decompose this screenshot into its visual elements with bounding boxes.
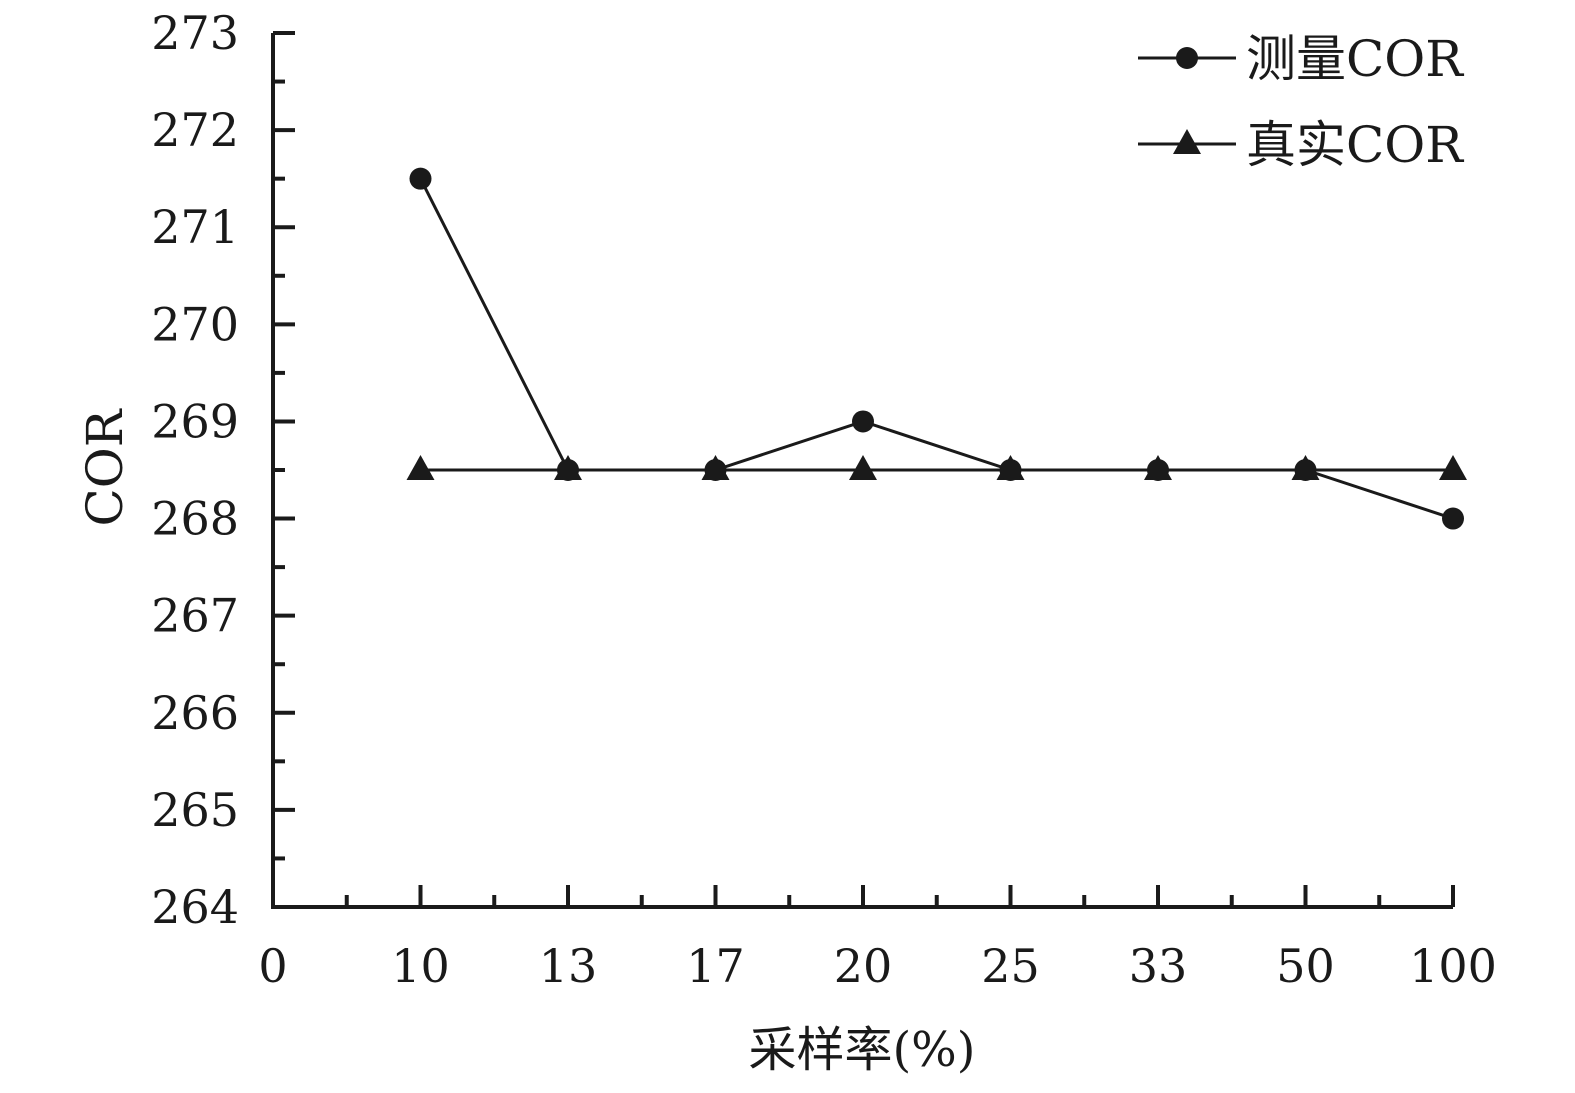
- x-tick-label: 0: [258, 939, 287, 993]
- legend-label: 真实COR: [1246, 116, 1464, 174]
- x-tick-label: 20: [834, 939, 893, 993]
- y-tick-label: 273: [151, 6, 239, 60]
- y-tick-label: 264: [151, 880, 239, 934]
- legend-entry: 测量COR: [1138, 30, 1464, 88]
- legend-circle-marker: [1176, 47, 1198, 69]
- x-tick-label: 25: [981, 939, 1040, 993]
- data-point-triangle: [849, 455, 877, 480]
- data-point-circle: [852, 410, 874, 433]
- data-point-circle: [999, 459, 1022, 481]
- y-tick-label: 266: [151, 686, 239, 740]
- x-tick-label: 13: [539, 939, 598, 993]
- y-axis-label: COR: [76, 408, 134, 526]
- x-tick-label: 50: [1276, 939, 1335, 993]
- axes: 264 265 266 267 268 269 270 271 272 273 0 10 13 17 20 2…: [151, 6, 1497, 993]
- data-point-triangle: [1439, 455, 1467, 480]
- data-point-circle: [704, 459, 727, 481]
- data-point-circle: [1294, 459, 1317, 481]
- y-tick-label: 271: [151, 200, 239, 254]
- x-tick-label: 10: [391, 939, 450, 993]
- y-tick-label: 270: [151, 297, 239, 351]
- x-tick-label: 17: [686, 939, 745, 993]
- series-measured: [409, 167, 1464, 530]
- x-axis-label: 采样率(%): [748, 1022, 975, 1078]
- data-point-circle: [1442, 507, 1464, 530]
- data-point-circle: [1147, 459, 1169, 481]
- legend: 测量COR 真实COR: [1138, 30, 1464, 174]
- series-line: [419, 177, 1454, 520]
- y-tick-label: 272: [151, 103, 239, 157]
- legend-entry: 真实COR: [1138, 116, 1464, 174]
- legend-label: 测量COR: [1246, 30, 1464, 88]
- y-tick-label: 267: [151, 589, 239, 643]
- legend-triangle-marker: [1173, 129, 1201, 154]
- y-tick-label: 265: [151, 783, 239, 837]
- series-layer: [406, 167, 1467, 530]
- y-tick-label: 269: [151, 394, 239, 448]
- x-tick-label: 100: [1409, 939, 1497, 993]
- y-tick-label: 268: [151, 492, 239, 546]
- data-point-circle: [557, 459, 579, 481]
- data-point-triangle: [406, 455, 435, 480]
- x-tick-label: 33: [1129, 939, 1188, 993]
- data-point-circle: [409, 167, 432, 190]
